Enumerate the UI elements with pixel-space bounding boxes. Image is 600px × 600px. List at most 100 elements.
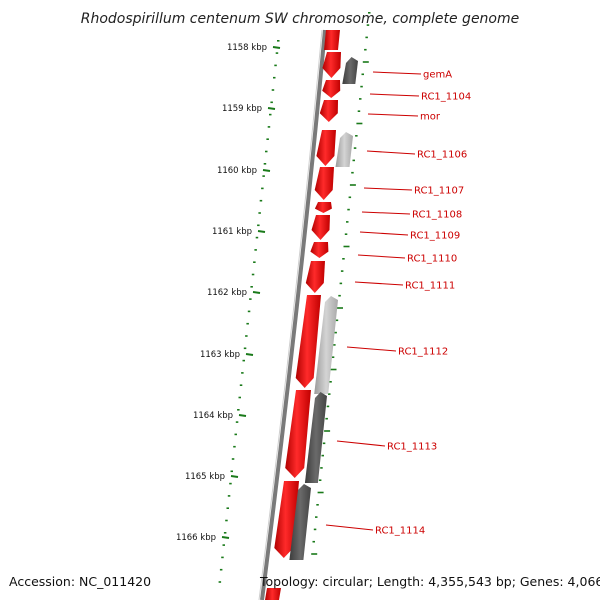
outer-tick — [337, 307, 343, 309]
gene-leader-line — [359, 231, 409, 236]
outer-tick — [344, 233, 348, 235]
outer-tick — [360, 85, 363, 88]
forward-gene-arrow — [319, 100, 338, 122]
outer-tick — [343, 245, 350, 248]
gene-leader-line — [366, 150, 416, 155]
minor-tick — [222, 544, 225, 546]
outer-tick — [329, 381, 332, 383]
backbone-highlight — [258, 29, 323, 600]
gene-label[interactable]: mor — [420, 112, 441, 123]
minor-tick — [243, 347, 247, 350]
gene-leader-line — [346, 346, 397, 352]
outer-tick — [353, 147, 357, 149]
reverse-gene-arrow — [304, 392, 327, 483]
minor-tick — [219, 568, 223, 571]
minor-tick — [271, 89, 275, 91]
kbp-label: 1165 kbp — [185, 472, 225, 482]
kbp-tick — [221, 536, 230, 539]
outer-tick — [328, 393, 331, 395]
gene-label[interactable]: RC1_1114 — [375, 526, 425, 537]
gene-label[interactable]: RC1_1111 — [405, 281, 455, 292]
reverse-gene-arrow — [289, 484, 311, 560]
forward-gene-arrow — [295, 295, 321, 388]
gene-label[interactable]: RC1_1110 — [407, 254, 457, 265]
minor-tick — [231, 458, 235, 460]
minor-tick — [233, 445, 236, 448]
outer-tick — [333, 344, 336, 346]
outer-tick — [347, 208, 350, 211]
gene-leader-line — [361, 211, 411, 215]
gene-label[interactable]: RC1_1107 — [414, 186, 464, 197]
gene-leader-line — [336, 440, 386, 447]
outer-tick — [349, 184, 356, 186]
minor-tick — [263, 163, 267, 165]
kbp-scale: 1158 kbp 1159 kbp 1160 kbp 1161 kbp 1162 kbp… — [176, 43, 281, 543]
minor-tick — [218, 581, 222, 583]
outer-tick — [365, 36, 368, 39]
gene-track — [274, 52, 358, 560]
minor-tick — [230, 470, 233, 473]
gene-leader-line — [357, 254, 406, 259]
outer-tick-track — [311, 12, 371, 555]
map-title: Rhodospirillum centenum SW chromosome, c… — [81, 11, 520, 27]
outer-tick — [317, 491, 324, 494]
minor-tick — [246, 322, 249, 325]
outer-tick — [368, 12, 371, 14]
kbp-tick — [272, 46, 281, 49]
inner-tick-track — [218, 40, 280, 583]
outer-tick — [321, 454, 324, 457]
forward-gene-arrow — [310, 242, 329, 258]
outer-tick — [320, 467, 323, 469]
minor-tick — [225, 519, 228, 522]
outer-tick — [331, 356, 335, 358]
minor-tick — [273, 76, 276, 79]
outer-tick — [326, 405, 330, 408]
gene-label[interactable]: gemA — [423, 70, 452, 81]
minor-tick — [266, 138, 269, 140]
forward-gene-arrow — [314, 202, 332, 213]
kbp-tick — [267, 107, 276, 110]
kbp-tick — [257, 230, 266, 233]
kbp-label: 1166 kbp — [176, 533, 216, 543]
outer-tick — [311, 553, 318, 555]
forward-gene-arrow — [305, 261, 325, 293]
kbp-label: 1163 kbp — [200, 350, 240, 360]
kbp-label: 1158 kbp — [227, 43, 267, 53]
outer-tick — [359, 98, 362, 100]
outer-tick — [339, 282, 343, 285]
minor-tick — [258, 212, 261, 214]
reverse-gene-arrow — [342, 57, 358, 84]
reverse-gene-arrow — [335, 132, 353, 167]
outer-tick — [325, 417, 328, 420]
minor-tick — [235, 421, 239, 423]
outer-tick — [334, 331, 337, 334]
kbp-label: 1159 kbp — [222, 104, 262, 114]
gene-label[interactable]: RC1_1113 — [387, 442, 437, 453]
gene-label[interactable]: RC1_1109 — [410, 231, 460, 242]
forward-gene-arrow — [322, 52, 341, 78]
minor-tick — [275, 52, 279, 54]
gene-label[interactable]: RC1_1106 — [417, 150, 467, 161]
kbp-label: 1161 kbp — [212, 227, 252, 237]
minor-tick — [277, 40, 280, 42]
outer-tick — [335, 319, 339, 322]
outer-tick — [364, 48, 367, 51]
minor-tick — [226, 507, 229, 509]
outer-tick — [355, 135, 358, 137]
topology-text: Topology: circular; Length: 4,355,543 bp… — [259, 574, 600, 589]
gene-label[interactable]: RC1_1108 — [412, 210, 462, 221]
gene-leader-line — [363, 187, 413, 191]
gene-label[interactable]: RC1_1112 — [398, 347, 448, 358]
minor-tick — [241, 372, 244, 374]
gene-label[interactable]: RC1_1104 — [421, 92, 471, 103]
minor-tick — [254, 249, 257, 251]
outer-tick — [313, 528, 317, 531]
outer-tick — [330, 368, 337, 371]
outer-tick — [351, 171, 354, 174]
minor-tick — [247, 310, 251, 313]
minor-tick — [221, 556, 224, 559]
outer-tick — [316, 504, 319, 506]
outer-tick — [315, 516, 318, 518]
outer-tick — [322, 442, 326, 445]
